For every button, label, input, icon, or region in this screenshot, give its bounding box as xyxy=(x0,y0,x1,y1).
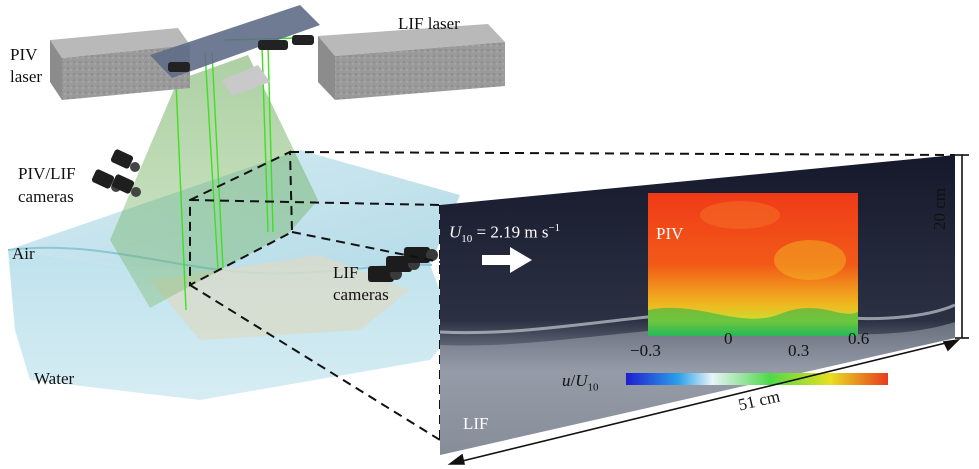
piv-laser-label-line2: laser xyxy=(10,67,43,86)
height-dimension-line xyxy=(955,154,969,339)
colorbar-tick-06: 0.6 xyxy=(848,329,870,348)
colorbar-tick-03: 0.3 xyxy=(788,341,810,360)
piv-lif-cameras-label-line1: PIV/LIF xyxy=(18,164,76,183)
lif-cameras-label-line2: cameras xyxy=(333,285,389,304)
width-dimension-line xyxy=(447,338,961,465)
lif-cameras-icon xyxy=(368,247,438,282)
piv-lif-cameras-label-line2: cameras xyxy=(18,187,74,206)
lif-laser-block xyxy=(318,24,505,100)
mirror-plate xyxy=(150,5,320,78)
height-label: 20 cm xyxy=(930,187,949,230)
colorbar-tick-neg03: −0.3 xyxy=(630,341,661,360)
wind-arrow-icon xyxy=(482,247,532,273)
wind-speed-label: U10 = 2.19 m s−1 xyxy=(449,222,561,246)
piv-light-sheet xyxy=(110,55,318,308)
lif-panel-label: LIF xyxy=(463,414,489,433)
light-sheet-footprint xyxy=(150,255,410,340)
lif-laser-label: LIF laser xyxy=(398,14,460,33)
colorbar xyxy=(626,373,888,385)
lif-cameras-label-line1: LIF xyxy=(333,263,359,282)
piv-field xyxy=(648,193,858,336)
piv-lif-cameras-icon xyxy=(91,149,141,197)
piv-laser-label-line1: PIV xyxy=(10,45,38,64)
air-label: Air xyxy=(12,244,35,263)
laser-optics-icon xyxy=(168,35,314,72)
water-label: Water xyxy=(34,369,75,388)
colorbar-tick-0: 0 xyxy=(724,329,733,348)
colorbar-variable-label: u/U10 xyxy=(562,371,599,394)
optics-plate xyxy=(222,65,270,96)
piv-panel-label: PIV xyxy=(656,224,684,243)
